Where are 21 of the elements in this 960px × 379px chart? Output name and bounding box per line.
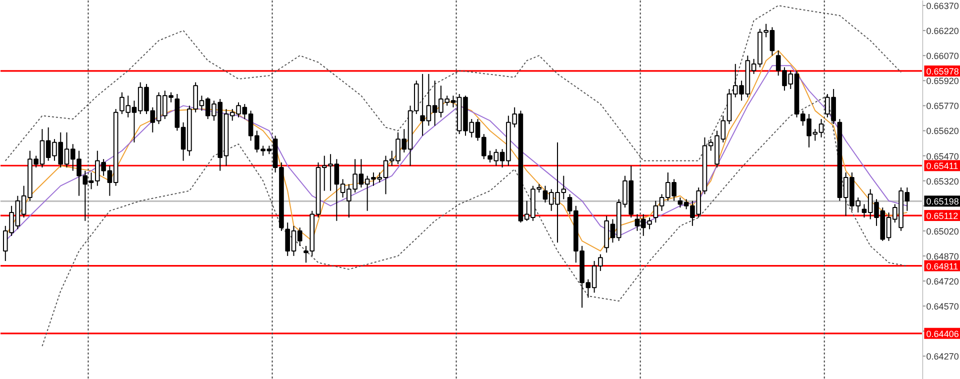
y-tick-label: 0.64270 bbox=[926, 352, 959, 362]
ref-line-label: 0.64811 bbox=[926, 261, 958, 272]
y-tick-label: 0.66220 bbox=[926, 26, 959, 36]
y-tick-label: 0.64570 bbox=[926, 302, 959, 312]
ref-line-label: 0.65198 bbox=[926, 196, 959, 207]
line-series bbox=[42, 95, 908, 347]
y-tick-label: 0.65920 bbox=[926, 76, 959, 86]
y-tick-label: 0.65770 bbox=[926, 101, 959, 112]
y-tick-label: 0.64870 bbox=[926, 251, 959, 262]
y-tick-label: 0.65320 bbox=[926, 176, 959, 186]
ref-line-label: 0.64406 bbox=[926, 328, 959, 339]
y-tick-label: 0.65470 bbox=[926, 151, 959, 162]
y-tick-label: 0.66370 bbox=[926, 1, 959, 12]
ref-line-label: 0.65411 bbox=[926, 161, 958, 172]
line-series bbox=[4, 5, 902, 162]
y-tick-label: 0.65020 bbox=[926, 226, 959, 236]
ref-line-label: 0.65112 bbox=[926, 211, 958, 222]
y-tick-label: 0.65620 bbox=[926, 126, 959, 136]
y-tick-label: 0.64720 bbox=[926, 276, 959, 286]
ref-line-label: 0.65978 bbox=[926, 66, 959, 76]
y-tick-label: 0.66070 bbox=[926, 51, 959, 62]
